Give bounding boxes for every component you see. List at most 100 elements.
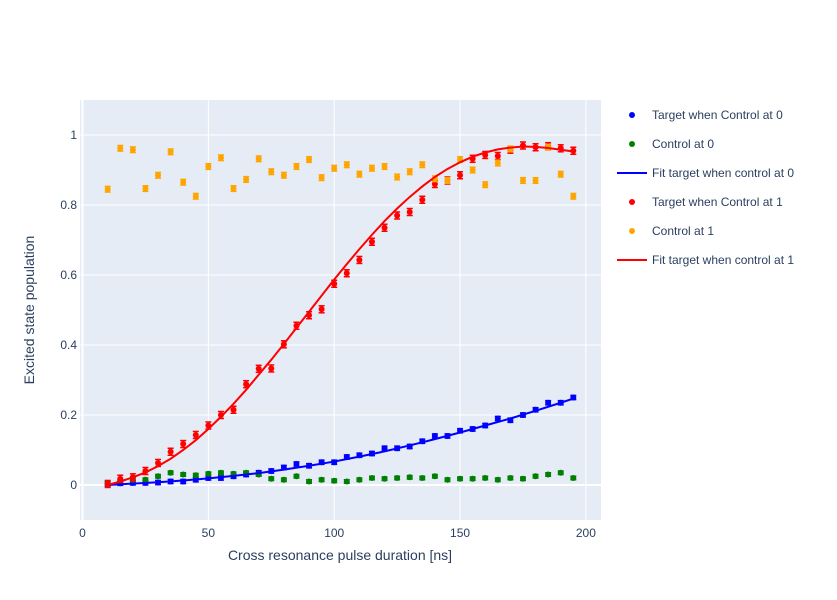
- data-point: [343, 478, 350, 485]
- legend-marker-swatch: [629, 228, 635, 234]
- data-point: [406, 474, 413, 481]
- data-point: [457, 475, 464, 482]
- data-point: [482, 181, 489, 188]
- data-point: [180, 471, 187, 478]
- data-point: [255, 365, 262, 372]
- data-point: [431, 433, 438, 439]
- data-layer: [104, 141, 577, 489]
- data-point: [394, 475, 401, 481]
- legend-label: Fit target when control at 0: [652, 166, 794, 180]
- data-point: [230, 185, 237, 192]
- data-point: [557, 469, 564, 476]
- legend[interactable]: Target when Control at 0 Control at 0 Fit …: [617, 108, 794, 267]
- data-point: [356, 256, 363, 263]
- data-point: [167, 469, 174, 476]
- data-point: [180, 441, 187, 448]
- legend-item[interactable]: Target when Control at 1: [629, 195, 783, 209]
- x-tick-label: 100: [324, 526, 344, 540]
- data-point: [507, 475, 514, 481]
- series-5: [107, 145, 574, 486]
- data-point: [419, 475, 426, 481]
- data-point: [142, 476, 149, 483]
- x-axis-title: Cross resonance pulse duration [ns]: [228, 547, 452, 563]
- series-2: [107, 397, 574, 486]
- legend-item[interactable]: Target when Control at 0: [629, 108, 783, 122]
- data-point: [457, 172, 464, 179]
- data-point: [494, 153, 501, 159]
- data-point: [155, 473, 162, 480]
- data-point: [243, 176, 250, 183]
- data-point: [217, 469, 224, 476]
- data-point: [167, 148, 174, 155]
- legend-marker-swatch: [629, 199, 635, 205]
- series-4: [104, 143, 577, 200]
- data-point: [406, 209, 413, 215]
- data-point: [205, 470, 212, 477]
- data-point: [268, 168, 275, 175]
- data-point: [381, 163, 388, 170]
- data-point: [255, 155, 262, 162]
- data-point: [192, 472, 199, 479]
- x-tick-label: 50: [202, 526, 216, 540]
- tick-labels: 0 50 100 150 200 0 0.2 0.4 0.6 0.8 1: [60, 128, 596, 540]
- fit-line: [107, 397, 574, 486]
- data-point: [331, 165, 338, 172]
- legend-item[interactable]: Fit target when control at 1: [617, 253, 794, 267]
- data-point: [155, 172, 162, 179]
- data-point: [368, 475, 375, 481]
- y-tick-label: 1: [70, 128, 77, 142]
- data-point: [318, 476, 325, 483]
- legend-item[interactable]: Fit target when control at 0: [617, 166, 794, 180]
- data-point: [570, 475, 577, 481]
- data-point: [444, 476, 451, 483]
- data-point: [394, 174, 401, 180]
- data-point: [331, 477, 338, 484]
- data-point: [230, 406, 237, 413]
- data-point: [557, 171, 564, 178]
- data-point: [217, 154, 224, 161]
- data-point: [394, 212, 401, 219]
- y-tick-label: 0: [70, 478, 77, 492]
- data-point: [306, 156, 313, 163]
- data-point: [406, 168, 413, 175]
- data-point: [268, 365, 275, 372]
- plot-background: [80, 100, 601, 520]
- data-point: [192, 193, 199, 200]
- data-point: [419, 196, 426, 203]
- data-point: [368, 165, 375, 172]
- data-point: [192, 431, 199, 438]
- data-point: [318, 174, 325, 181]
- data-point: [431, 181, 438, 187]
- x-tick-label: 200: [576, 526, 596, 540]
- data-point: [469, 475, 476, 482]
- legend-label: Target when Control at 0: [652, 108, 783, 122]
- data-point: [180, 179, 187, 186]
- data-point: [444, 177, 451, 184]
- data-point: [293, 461, 300, 467]
- data-point: [381, 445, 388, 452]
- legend-label: Fit target when control at 1: [652, 253, 794, 267]
- legend-label: Control at 1: [652, 224, 714, 238]
- data-point: [381, 224, 388, 231]
- legend-label: Target when Control at 1: [652, 195, 783, 209]
- data-point: [343, 161, 350, 168]
- y-tick-label: 0.4: [60, 338, 77, 352]
- data-point: [318, 306, 325, 313]
- legend-marker-swatch: [629, 112, 635, 118]
- x-tick-label: 0: [79, 526, 86, 540]
- y-tick-label: 0.6: [60, 268, 77, 282]
- data-point: [205, 163, 212, 170]
- data-point: [545, 399, 552, 406]
- data-point: [545, 471, 552, 478]
- legend-item[interactable]: Control at 1: [629, 224, 714, 238]
- data-point: [519, 475, 526, 482]
- data-point: [268, 475, 275, 482]
- data-point: [482, 475, 489, 481]
- data-point: [419, 161, 426, 168]
- data-point: [368, 238, 375, 245]
- y-tick-label: 0.8: [60, 198, 77, 212]
- legend-item[interactable]: Control at 0: [629, 137, 714, 151]
- data-point: [494, 415, 501, 422]
- data-point: [431, 473, 438, 480]
- data-point: [280, 476, 287, 483]
